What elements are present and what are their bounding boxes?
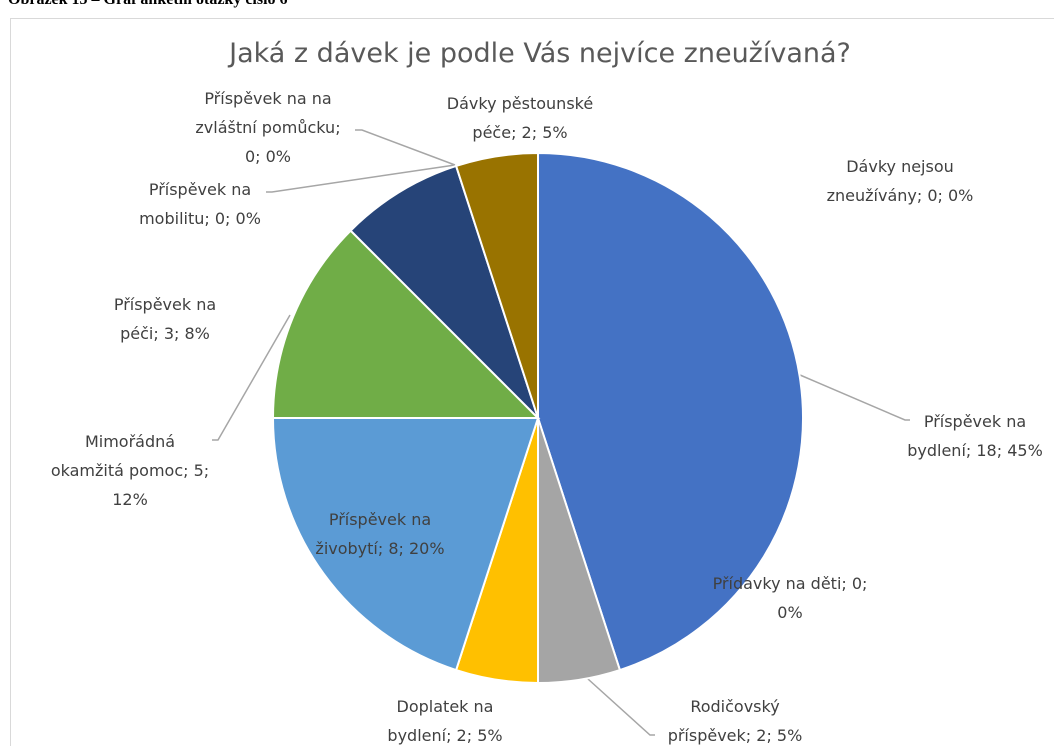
data-label: Doplatek na bydlení; 2; 5% — [387, 697, 502, 745]
data-label-line: bydlení; 2; 5% — [387, 726, 502, 745]
data-label-line: 0; 0% — [245, 147, 291, 166]
data-label: Příspěvek na péči; 3; 8% — [114, 295, 216, 343]
data-label: Přídavky na děti; 0; 0% — [713, 574, 868, 622]
data-label-line: Rodičovský — [690, 697, 779, 716]
data-label-line: Přídavky na děti; 0; — [713, 574, 868, 593]
data-label-line: zneužívány; 0; 0% — [827, 186, 974, 205]
data-label: Příspěvek na na zvláštní pomůcku; 0; 0% — [195, 89, 340, 166]
figure-caption: Obrázek 15 – Graf anketní otázky číslo 6 — [8, 0, 288, 9]
data-label: Rodičovský příspěvek; 2; 5% — [668, 697, 803, 745]
leader-line — [799, 374, 910, 421]
leader-line — [212, 314, 291, 441]
data-label-line: zvláštní pomůcku; — [195, 118, 340, 137]
data-label-line: Dávky pěstounské — [447, 94, 593, 113]
data-label-line: péči; 3; 8% — [120, 324, 210, 343]
data-label-line: 0% — [777, 603, 802, 622]
data-label-line: 12% — [112, 490, 148, 509]
data-label-line: okamžitá pomoc; 5; — [51, 461, 209, 480]
data-label-line: bydlení; 18; 45% — [907, 441, 1043, 460]
data-label-line: příspěvek; 2; 5% — [668, 726, 803, 745]
data-label: Dávky nejsou zneužívány; 0; 0% — [827, 157, 974, 205]
data-label: Příspěvek na živobytí; 8; 20% — [315, 510, 444, 558]
data-label: Mimořádná okamžitá pomoc; 5; 12% — [51, 432, 209, 509]
pie-slice — [537, 151, 804, 672]
data-label-line: Příspěvek na — [114, 295, 216, 314]
data-label-line: Příspěvek na — [329, 510, 431, 529]
data-label-line: péče; 2; 5% — [472, 123, 567, 142]
data-label-line: živobytí; 8; 20% — [315, 539, 444, 558]
data-label-line: Příspěvek na na — [204, 89, 331, 108]
data-label-line: Dávky nejsou — [846, 157, 954, 176]
pie-slice — [454, 151, 539, 419]
data-label: Příspěvek na mobilitu; 0; 0% — [139, 180, 261, 228]
pie-slice — [349, 164, 539, 419]
pie-slice — [271, 229, 541, 419]
pie-slice — [271, 417, 540, 672]
leader-line — [577, 669, 655, 736]
data-label-line: Příspěvek na — [924, 412, 1026, 431]
data-label-line: Mimořádná — [85, 432, 175, 451]
data-label-line: Doplatek na — [397, 697, 494, 716]
slices — [271, 151, 804, 685]
data-label-line: mobilitu; 0; 0% — [139, 209, 261, 228]
leader-lines — [212, 129, 910, 736]
leader-line — [266, 164, 456, 193]
data-label: Příspěvek na bydlení; 18; 45% — [907, 412, 1043, 460]
data-label-line: Příspěvek na — [149, 180, 251, 199]
leader-line — [355, 129, 456, 166]
chart-title: Jaká z dávek je podle Vás nejvíce zneuží… — [227, 38, 851, 69]
data-label: Dávky pěstounské péče; 2; 5% — [447, 94, 593, 142]
